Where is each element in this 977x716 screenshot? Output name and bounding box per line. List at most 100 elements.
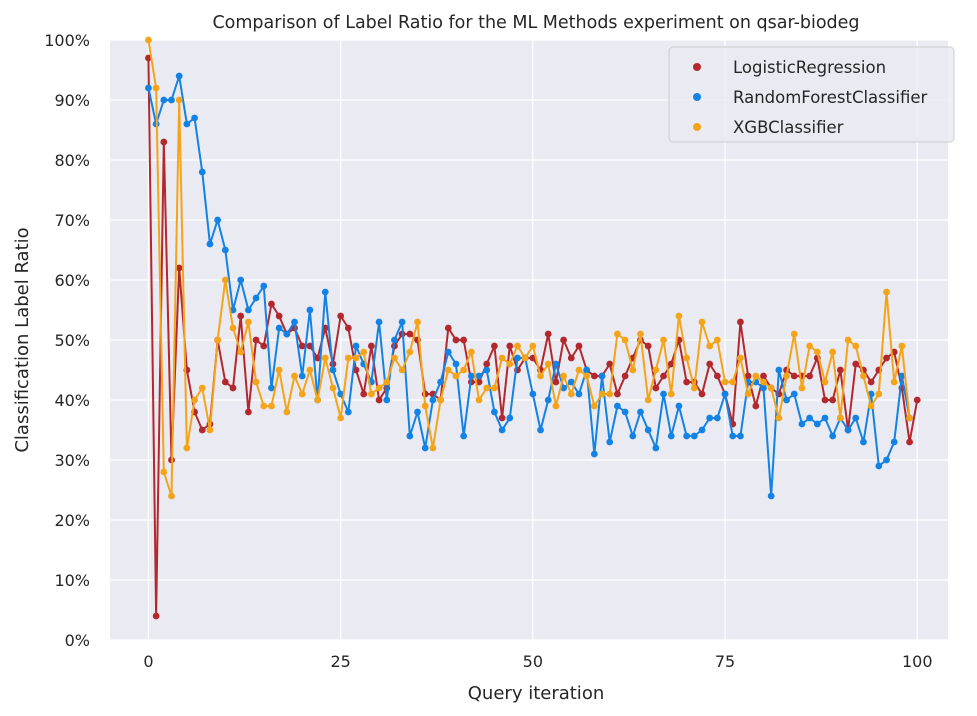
data-point <box>806 372 814 380</box>
data-point <box>252 378 260 386</box>
data-point <box>883 354 890 362</box>
data-point <box>829 348 837 356</box>
data-point <box>375 318 383 326</box>
data-point <box>183 120 191 128</box>
data-point <box>775 366 783 374</box>
data-point <box>275 366 283 374</box>
data-point <box>737 354 744 362</box>
data-point <box>221 276 229 284</box>
data-point <box>698 318 706 326</box>
data-point <box>437 396 444 404</box>
y-tick-label: 60% <box>54 271 90 290</box>
data-point <box>344 324 352 332</box>
data-point <box>444 366 452 374</box>
data-point <box>229 324 237 332</box>
data-point <box>514 342 521 350</box>
legend-label: XGBClassifier <box>733 118 844 137</box>
data-point <box>452 360 460 368</box>
data-point <box>460 432 468 440</box>
data-point <box>660 372 667 380</box>
data-point <box>737 318 744 326</box>
data-point <box>590 450 598 458</box>
legend-label: LogisticRegression <box>733 58 886 77</box>
data-point <box>329 384 337 392</box>
data-point <box>191 114 198 122</box>
data-point <box>729 378 737 386</box>
series-line <box>147 39 911 497</box>
data-point <box>621 336 629 344</box>
legend-marker <box>693 93 701 101</box>
data-point <box>521 354 529 362</box>
x-tick-label: 0 <box>143 652 153 671</box>
data-point <box>721 378 729 386</box>
data-point <box>483 384 491 392</box>
data-point <box>175 264 183 272</box>
data-point <box>867 402 875 410</box>
data-point <box>667 360 675 368</box>
data-point <box>344 354 352 362</box>
data-point <box>690 432 698 440</box>
data-point <box>767 492 775 500</box>
data-point <box>452 336 460 344</box>
data-point <box>398 318 406 326</box>
data-point <box>191 396 198 404</box>
data-point <box>883 288 890 296</box>
data-point <box>706 360 714 368</box>
data-point <box>637 408 644 416</box>
data-point <box>598 372 606 380</box>
data-point <box>637 330 644 338</box>
data-point <box>406 330 414 338</box>
data-point <box>629 366 637 374</box>
data-point <box>675 402 683 410</box>
data-point <box>298 372 306 380</box>
data-point <box>567 390 575 398</box>
data-point <box>544 396 552 404</box>
data-point <box>268 300 275 308</box>
data-point <box>367 342 375 350</box>
data-point <box>198 426 206 434</box>
data-point <box>590 372 598 380</box>
data-point <box>175 72 183 80</box>
data-point <box>244 306 252 314</box>
y-tick-label: 10% <box>54 571 90 590</box>
data-point <box>467 372 475 380</box>
data-point <box>283 330 291 338</box>
data-point <box>183 444 191 452</box>
data-point <box>860 438 867 446</box>
data-point <box>713 372 721 380</box>
data-point <box>260 282 268 290</box>
legend-label: RandomForestClassifier <box>733 88 927 107</box>
data-point <box>275 312 283 320</box>
data-point <box>890 378 898 386</box>
data-point <box>321 354 329 362</box>
data-point <box>145 36 152 44</box>
data-point <box>145 84 152 92</box>
data-point <box>813 420 821 428</box>
data-point <box>890 438 898 446</box>
data-point <box>621 408 629 416</box>
data-point <box>429 444 437 452</box>
legend-frame <box>668 46 955 143</box>
y-tick-label: 90% <box>54 91 90 110</box>
data-point <box>614 402 621 410</box>
data-point <box>652 366 660 374</box>
data-point <box>590 402 598 410</box>
data-point <box>836 366 844 374</box>
data-point <box>706 414 714 422</box>
series-layer <box>145 36 921 620</box>
data-point <box>783 372 790 380</box>
data-point <box>606 438 614 446</box>
data-point <box>383 396 391 404</box>
data-point <box>652 384 660 392</box>
data-point <box>529 390 537 398</box>
data-point <box>337 390 345 398</box>
data-point <box>606 390 614 398</box>
data-point <box>821 396 829 404</box>
data-point <box>491 408 498 416</box>
data-point <box>660 390 667 398</box>
series-XGBClassifier <box>145 36 913 500</box>
data-point <box>583 366 591 374</box>
data-point <box>652 444 660 452</box>
data-point <box>867 378 875 386</box>
data-point <box>314 396 321 404</box>
